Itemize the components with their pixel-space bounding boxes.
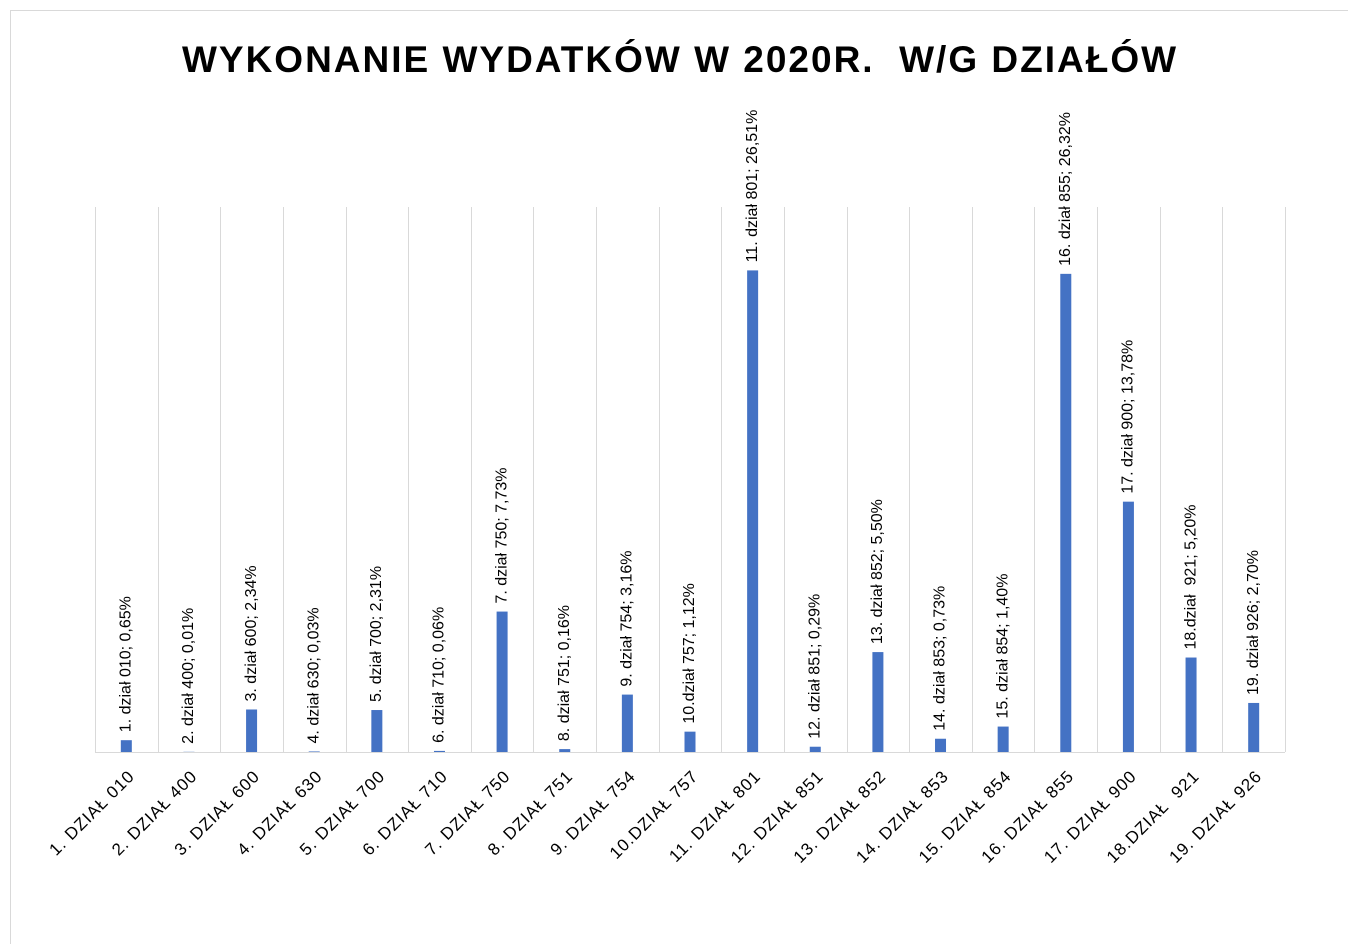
bar — [872, 652, 884, 752]
data-label: 16. dział 855; 26,32% — [1057, 112, 1074, 266]
data-label: 15. dział 854; 1,40% — [994, 574, 1011, 719]
data-label: 7. dział 750; 7,73% — [493, 467, 510, 603]
bar — [809, 746, 821, 752]
data-label: 18.dział 921; 5,20% — [1182, 505, 1199, 650]
data-label: 9. dział 754; 3,16% — [619, 550, 636, 686]
data-label: 14. dział 853; 0,73% — [932, 586, 949, 731]
data-label: 12. dział 851; 0,29% — [806, 594, 823, 739]
chart-title: WYKONANIE WYDATKÓW W 2020R. W/G DZIAŁÓW — [182, 38, 1178, 80]
bar — [997, 726, 1009, 752]
bar — [120, 740, 132, 752]
chart-border — [10, 10, 1348, 944]
data-label: 5. dział 700; 2,31% — [368, 566, 385, 702]
bar — [1185, 657, 1197, 752]
data-label: 2. dział 400; 0,01% — [180, 608, 197, 744]
bar — [621, 694, 633, 752]
data-label: 4. dział 630; 0,03% — [305, 607, 322, 743]
data-label: 1. dział 010; 0,65% — [118, 596, 135, 732]
bar — [496, 611, 508, 752]
bar — [308, 751, 320, 752]
bar — [559, 749, 571, 752]
bar — [684, 731, 696, 752]
data-label: 6. dział 710; 0,06% — [431, 607, 448, 743]
data-label: 19. dział 926; 2,70% — [1245, 550, 1262, 695]
bar — [1060, 273, 1072, 752]
data-label: 13. dział 852; 5,50% — [869, 499, 886, 644]
bar — [1248, 702, 1260, 752]
bar — [1122, 501, 1134, 752]
bar — [935, 738, 947, 752]
data-label: 8. dział 751; 0,16% — [556, 605, 573, 741]
data-label: 17. dział 900; 13,78% — [1120, 340, 1137, 494]
data-label: 10.dział 757; 1,12% — [681, 583, 698, 724]
data-label: 3. dział 600; 2,34% — [243, 565, 260, 701]
data-label: 11. dział 801; 26,51% — [744, 110, 761, 263]
bar — [747, 270, 759, 752]
bar — [371, 710, 383, 752]
bar — [433, 750, 445, 752]
bar — [246, 709, 258, 752]
